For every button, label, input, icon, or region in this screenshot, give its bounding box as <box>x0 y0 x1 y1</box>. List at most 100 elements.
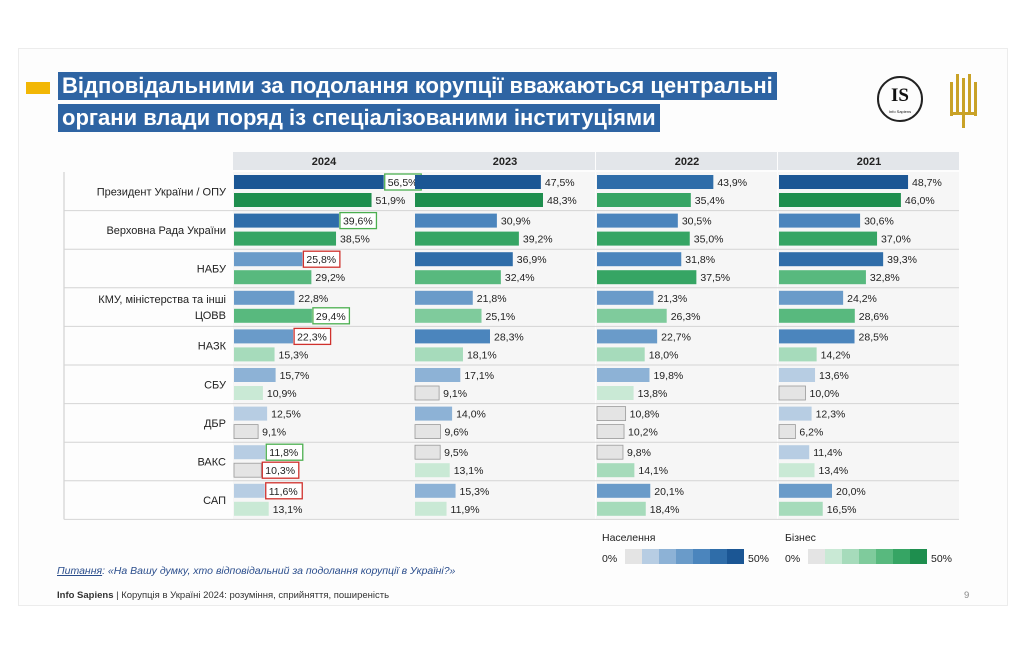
bar-business <box>234 193 372 207</box>
panel-header-bg-2021 <box>778 152 959 170</box>
bar-value-label: 22,3% <box>297 331 327 343</box>
panel-header-bg-2024 <box>233 152 414 170</box>
bar-population <box>779 368 816 382</box>
bar-population <box>596 444 624 460</box>
category-label: ДБР <box>204 418 226 430</box>
bar-business <box>779 501 823 516</box>
bar-value-label: 30,6% <box>864 216 894 228</box>
bar-population <box>234 445 266 460</box>
bar-value-label: 25,1% <box>486 311 516 323</box>
panel-bg-2024 <box>233 172 414 520</box>
bar-value-label: 37,0% <box>881 234 911 246</box>
bar-value-label: 15,3% <box>279 349 309 361</box>
bar-business <box>596 424 625 440</box>
category-label: САП <box>203 495 226 507</box>
panel-bg-2022 <box>596 172 777 520</box>
slide-title-line-2: органи влади поряд із спеціалізованими і… <box>58 104 660 132</box>
bar-value-label: 28,3% <box>494 331 524 343</box>
bar-population <box>596 406 627 422</box>
bar-population <box>597 290 654 305</box>
bar-population <box>779 406 812 421</box>
bar-value-label: 36,9% <box>517 254 547 266</box>
bar-value-label: 14,0% <box>456 409 486 421</box>
info-sapiens-logo-text: IS <box>891 85 909 106</box>
bar-value-label: 39,2% <box>523 234 553 246</box>
bar-value-label: 25,8% <box>306 254 336 266</box>
bar-value-label: 9,6% <box>444 427 468 439</box>
bar-value-label: 38,5% <box>340 234 370 246</box>
footer-org: Info Sapiens <box>57 590 114 601</box>
bar-business <box>234 231 337 246</box>
legend-min-label: 0% <box>602 553 617 565</box>
bar-value-label: 30,9% <box>501 216 531 228</box>
bar-value-label: 13,4% <box>819 465 849 477</box>
category-label: НАБУ <box>197 264 227 276</box>
bar-business <box>597 386 634 400</box>
bar-value-label: 47,5% <box>545 177 575 189</box>
category-label: ЦОВВ <box>195 310 226 322</box>
bar-value-label: 10,3% <box>265 465 295 477</box>
bar-value-label: 51,9% <box>376 195 406 207</box>
bar-population <box>597 368 650 382</box>
value-highlight-frame <box>265 482 303 500</box>
bar-value-label: 28,6% <box>859 311 889 323</box>
bar-value-label: 20,1% <box>654 486 684 498</box>
survey-question: Питання: «На Вашу думку, хто відповідаль… <box>57 565 455 577</box>
panel-header-bg-2023 <box>414 152 595 170</box>
bar-value-label: 12,5% <box>271 409 301 421</box>
panel-bg-2023 <box>414 172 595 520</box>
bar-value-label: 15,3% <box>460 486 490 498</box>
bar-population <box>234 406 268 421</box>
bar-value-label: 9,8% <box>627 447 651 459</box>
panel-header-2023: 2023 <box>493 156 517 168</box>
bar-value-label: 22,8% <box>298 293 328 305</box>
bar-business <box>414 385 440 401</box>
panel-header-bg-2022 <box>596 152 777 170</box>
bar-business <box>779 463 815 478</box>
bar-population <box>597 175 714 189</box>
bar-business <box>415 463 450 478</box>
bar-population <box>415 290 473 305</box>
bar-value-label: 11,9% <box>451 504 480 516</box>
bar-business <box>234 270 312 285</box>
bar-business <box>779 193 901 207</box>
bar-business <box>234 386 263 400</box>
bar-value-label: 9,1% <box>262 427 286 439</box>
panel-header-2022: 2022 <box>675 156 699 168</box>
bar-business <box>779 270 866 285</box>
bar-value-label: 21,3% <box>657 293 687 305</box>
bar-business <box>779 231 878 246</box>
bar-population <box>415 213 497 228</box>
bar-population <box>597 213 678 228</box>
bar-business <box>233 462 262 478</box>
category-label: ВАКС <box>197 457 226 469</box>
legend-swatch <box>825 549 842 564</box>
value-highlight-frame <box>293 327 332 346</box>
panel-bg-2021 <box>778 172 959 520</box>
legend-swatch <box>625 549 642 564</box>
legend-swatch <box>710 549 727 564</box>
bar-business <box>779 347 817 362</box>
legend-title-population: Населення <box>602 532 655 544</box>
bar-value-label: 15,7% <box>280 370 310 382</box>
bar-population <box>415 329 490 344</box>
legend-max-label: 50% <box>748 553 769 565</box>
info-sapiens-logo-subtext: Info Sapiens <box>888 109 912 114</box>
legend-swatch <box>842 549 859 564</box>
bar-value-label: 11,6% <box>269 486 298 498</box>
bar-value-label: 21,8% <box>477 293 507 305</box>
bar-population <box>597 483 651 498</box>
bar-population <box>234 368 276 382</box>
legend-swatch <box>727 549 744 564</box>
value-highlight-frame <box>261 461 300 479</box>
bar-business <box>233 424 259 440</box>
bar-value-label: 39,3% <box>887 254 917 266</box>
bar-population <box>779 252 884 267</box>
bar-business <box>597 270 697 285</box>
bar-business <box>415 347 463 362</box>
bar-business <box>597 231 690 246</box>
bar-business <box>415 308 482 323</box>
legend-swatch <box>676 549 693 564</box>
bar-business <box>234 308 312 323</box>
bar-value-label: 48,3% <box>547 195 577 207</box>
